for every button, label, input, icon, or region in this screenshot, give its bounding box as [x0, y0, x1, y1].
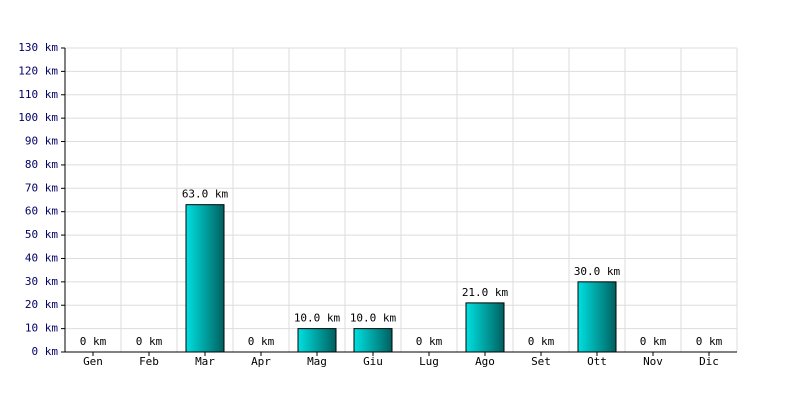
y-tick-label: 130 km [18, 41, 58, 54]
value-label: 21.0 km [462, 286, 509, 299]
marks [185, 204, 617, 353]
value-label: 0 km [416, 335, 443, 348]
y-tick-label: 90 km [25, 135, 58, 148]
x-tick-label: Ago [475, 355, 495, 368]
x-tick-label: Feb [139, 355, 159, 368]
value-label: 0 km [80, 335, 107, 348]
value-label: 0 km [696, 335, 723, 348]
grid [65, 47, 738, 353]
x-tick-label: Lug [419, 355, 439, 368]
x-tick-label: Giu [363, 355, 383, 368]
bar [577, 281, 617, 353]
value-label: 0 km [248, 335, 275, 348]
bar [465, 302, 505, 353]
x-tick-label: Set [531, 355, 551, 368]
x-tick-label: Nov [643, 355, 663, 368]
value-label: 0 km [136, 335, 163, 348]
x-tick-label: Apr [251, 355, 271, 368]
x-tick-label: Mag [307, 355, 327, 368]
bar [353, 328, 393, 353]
bar [297, 328, 337, 353]
bar [185, 204, 225, 353]
y-tick-label: 50 km [25, 228, 58, 241]
x-tick-label: Gen [83, 355, 103, 368]
y-tick-label: 110 km [18, 88, 58, 101]
x-tick-label: Ott [587, 355, 607, 368]
y-tick-label: 40 km [25, 251, 58, 264]
y-tick-label: 30 km [25, 275, 58, 288]
y-tick-label: 0 km [32, 345, 59, 358]
y-tick-label: 60 km [25, 205, 58, 218]
value-label: 0 km [640, 335, 667, 348]
y-tick-label: 10 km [25, 322, 58, 335]
y-tick-label: 70 km [25, 181, 58, 194]
y-tick-label: 20 km [25, 298, 58, 311]
x-tick-label: Dic [699, 355, 719, 368]
value-label: 30.0 km [574, 265, 621, 278]
value-label: 0 km [528, 335, 555, 348]
value-label: 63.0 km [182, 188, 229, 201]
x-tick-label: Mar [195, 355, 215, 368]
value-label: 10.0 km [350, 312, 397, 325]
value-label: 10.0 km [294, 312, 341, 325]
y-tick-label: 120 km [18, 64, 58, 77]
y-tick-label: 80 km [25, 158, 58, 171]
y-tick-label: 100 km [18, 111, 58, 124]
